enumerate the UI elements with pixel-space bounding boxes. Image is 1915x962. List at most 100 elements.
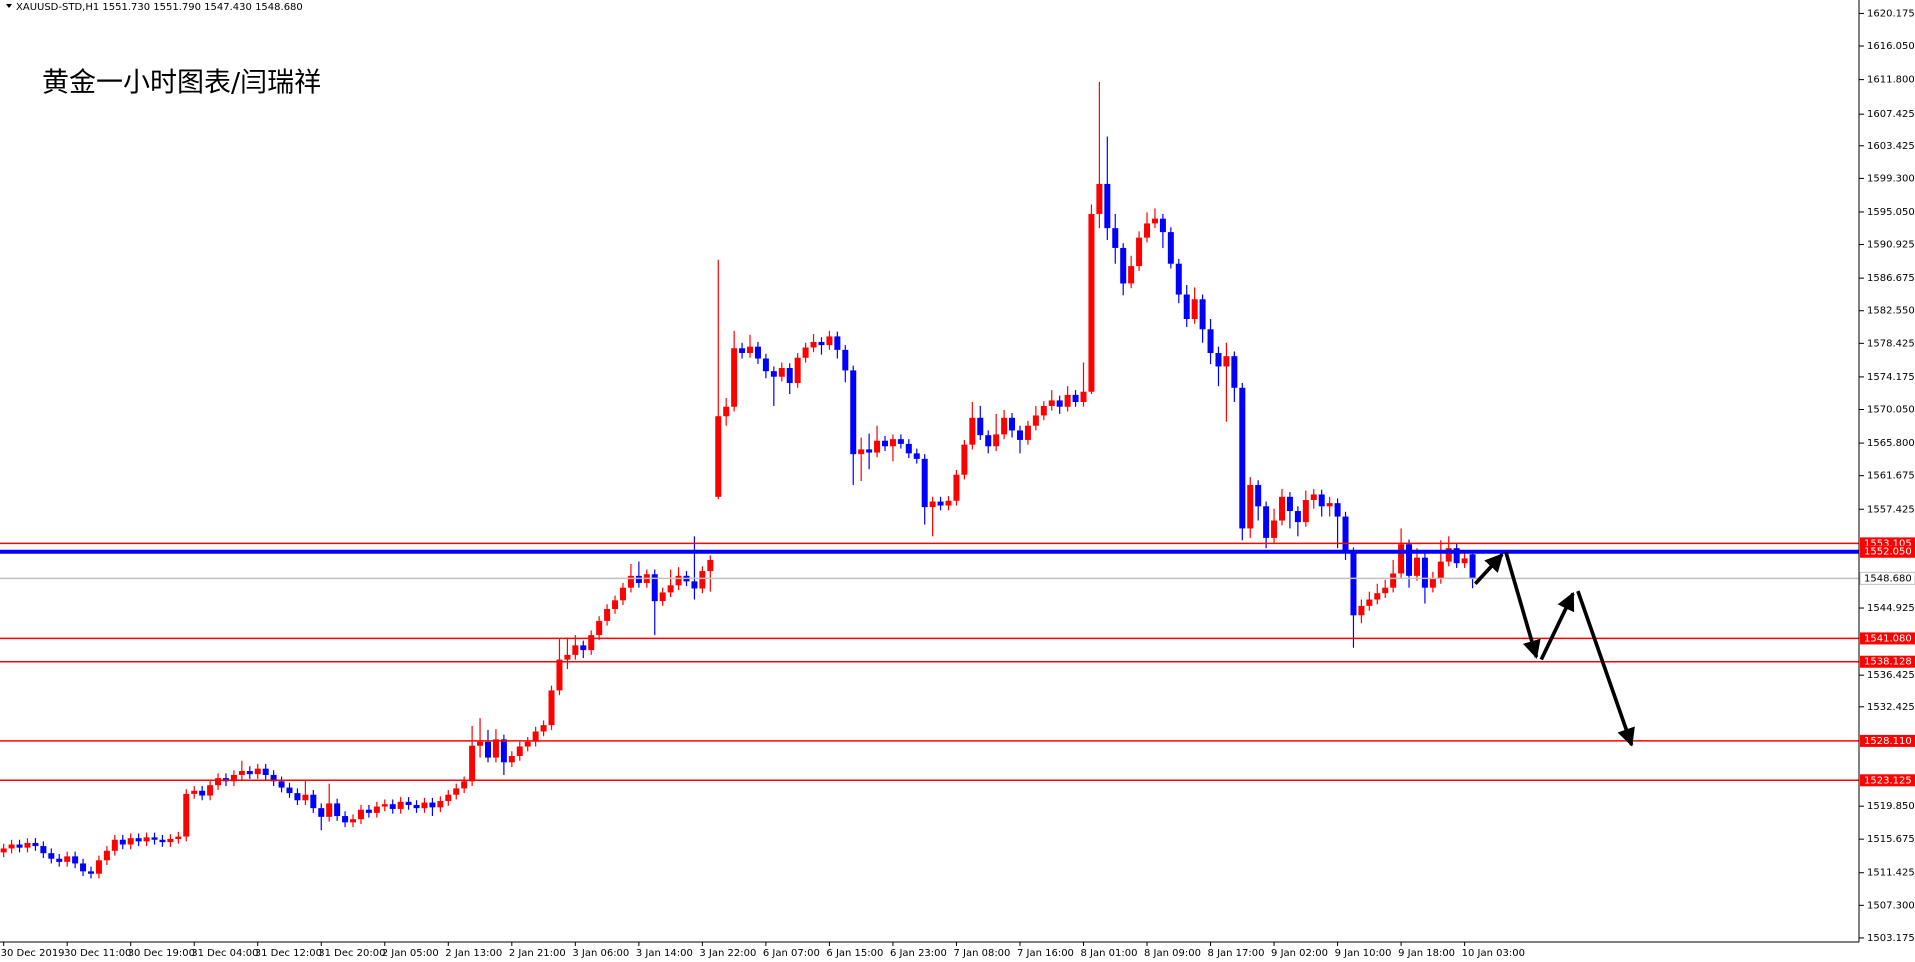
candle-body (1040, 405, 1047, 416)
candle-body (770, 371, 777, 377)
candle-body (1215, 353, 1222, 367)
candle-body (500, 739, 507, 763)
candle-body (48, 853, 55, 859)
candle-body (1374, 593, 1381, 600)
candle-body (596, 620, 603, 636)
chart-header: XAUUSD-STD,H1 1551.730 1551.790 1547.430… (16, 2, 303, 13)
candle-body (604, 609, 611, 621)
candle-body (723, 406, 730, 417)
level-label: 1548.680 (1864, 573, 1912, 584)
candle-body (469, 745, 476, 782)
candle-body (135, 838, 142, 842)
candle-body (286, 787, 293, 794)
x-tick-label: 7 Jan 08:00 (953, 948, 1010, 959)
candle-body (913, 453, 920, 459)
candle-body (215, 778, 222, 786)
candle-body (477, 741, 484, 746)
x-tick-label: 2 Jan 21:00 (509, 948, 566, 959)
candle-body (985, 435, 992, 447)
y-tick-label: 1582.550 (1867, 306, 1915, 317)
candle-body (32, 842, 39, 847)
candle-body (1271, 520, 1278, 538)
level-label: 1552.050 (1864, 547, 1912, 558)
y-tick-label: 1599.300 (1867, 173, 1915, 184)
candle-body (1413, 557, 1420, 576)
x-tick-label: 30 Dec 11:00 (64, 948, 131, 959)
level-label: 1528.110 (1864, 736, 1912, 747)
candle-body (365, 809, 372, 813)
candle-body (1406, 544, 1413, 576)
candle-body (437, 801, 444, 808)
candle-body (762, 358, 769, 372)
level-label-box (1860, 545, 1915, 558)
candle-body (1231, 356, 1238, 388)
candle-body (302, 794, 309, 801)
candle-body (1263, 506, 1270, 538)
candle-body (24, 842, 31, 848)
candle-body (1342, 516, 1349, 553)
candle-body (977, 417, 984, 436)
candle-body (969, 417, 976, 445)
x-tick-label: 31 Dec 04:00 (191, 948, 258, 959)
candle-body (937, 501, 944, 506)
candle-body (278, 781, 285, 788)
candle-body (1421, 557, 1428, 588)
candle-body (1175, 263, 1182, 295)
candle-body (183, 793, 190, 837)
candle-body (524, 741, 531, 747)
candle-body (691, 581, 698, 589)
candle-body (318, 808, 325, 817)
level-label: 1553.105 (1864, 538, 1912, 549)
candle-body (485, 741, 491, 758)
candle-body (874, 440, 881, 453)
candle-body (1286, 496, 1293, 512)
candle-body (731, 348, 738, 407)
x-tick-label: 6 Jan 23:00 (890, 948, 947, 959)
x-tick-label: 31 Dec 12:00 (255, 948, 322, 959)
candle-body (572, 645, 579, 655)
candle-body (191, 790, 198, 794)
candle-body (1159, 218, 1166, 233)
candle-body (405, 801, 412, 805)
candle-body (532, 731, 539, 742)
arrow (1576, 590, 1635, 747)
candle-body (1239, 387, 1246, 529)
candle-body (1398, 544, 1405, 574)
candle-body (1437, 561, 1444, 579)
candle-body (1207, 329, 1214, 354)
x-tick-label: 9 Jan 02:00 (1271, 948, 1328, 959)
candle-body (889, 439, 896, 447)
x-tick-label: 3 Jan 14:00 (636, 948, 693, 959)
candle-body (1144, 223, 1151, 238)
candle-body (564, 654, 571, 660)
candle-body (1326, 503, 1333, 507)
candle-body (1223, 356, 1230, 367)
y-tick-label: 1586.675 (1867, 273, 1915, 284)
y-tick-label: 1557.425 (1867, 504, 1915, 515)
candle-body (1064, 394, 1071, 407)
candle-body (111, 839, 118, 851)
y-tick-label: 1607.425 (1867, 109, 1915, 120)
candle-body (254, 768, 261, 775)
candle-body (1279, 496, 1285, 521)
level-label-box (1860, 632, 1915, 645)
candle-body (151, 837, 158, 840)
x-tick-label: 2 Jan 13:00 (445, 948, 502, 959)
candle-body (127, 838, 134, 845)
candle-body (1104, 183, 1111, 229)
menu-icon[interactable] (6, 4, 12, 8)
candle-body (1080, 391, 1087, 402)
candle-body (659, 592, 666, 602)
candle-body (1191, 299, 1198, 320)
candle-body (707, 560, 714, 572)
annotation: 黄金一小时图表/闫瑞祥 (42, 68, 321, 99)
candle-body (842, 349, 849, 371)
candle-body (445, 794, 452, 802)
candle-body (810, 341, 817, 348)
x-tick-label: 9 Jan 10:00 (1335, 948, 1392, 959)
candle-body (651, 574, 658, 602)
candle-body (786, 368, 793, 384)
candle-body (715, 416, 722, 497)
